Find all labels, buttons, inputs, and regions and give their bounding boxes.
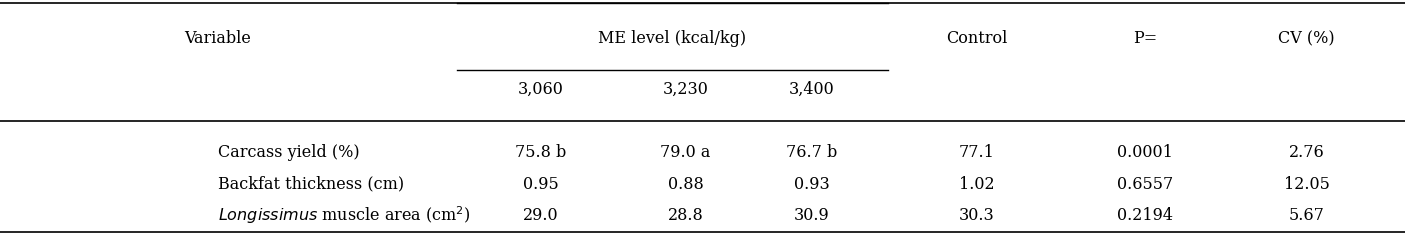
Text: 2.76: 2.76 (1288, 144, 1325, 161)
Text: Control: Control (946, 30, 1007, 47)
Text: 0.93: 0.93 (794, 176, 830, 192)
Text: 30.9: 30.9 (794, 207, 830, 224)
Text: 30.3: 30.3 (958, 207, 995, 224)
Text: 79.0 a: 79.0 a (660, 144, 711, 161)
Text: 0.0001: 0.0001 (1117, 144, 1173, 161)
Text: Backfat thickness (cm): Backfat thickness (cm) (218, 176, 403, 192)
Text: 5.67: 5.67 (1288, 207, 1325, 224)
Text: 1.02: 1.02 (958, 176, 995, 192)
Text: 76.7 b: 76.7 b (787, 144, 837, 161)
Text: CV (%): CV (%) (1279, 30, 1335, 47)
Text: 0.88: 0.88 (667, 176, 704, 192)
Text: 3,400: 3,400 (790, 81, 835, 98)
Text: 0.2194: 0.2194 (1117, 207, 1173, 224)
Text: 0.95: 0.95 (523, 176, 559, 192)
Text: 29.0: 29.0 (523, 207, 559, 224)
Text: 3,060: 3,060 (518, 81, 563, 98)
Text: Carcass yield (%): Carcass yield (%) (218, 144, 360, 161)
Text: P=: P= (1132, 30, 1158, 47)
Text: Variable: Variable (184, 30, 251, 47)
Text: 75.8 b: 75.8 b (516, 144, 566, 161)
Text: 0.6557: 0.6557 (1117, 176, 1173, 192)
Text: 3,230: 3,230 (663, 81, 708, 98)
Text: 77.1: 77.1 (958, 144, 995, 161)
Text: 12.05: 12.05 (1284, 176, 1329, 192)
Text: ME level (kcal/kg): ME level (kcal/kg) (599, 30, 746, 47)
Text: 28.8: 28.8 (667, 207, 704, 224)
Text: $\it{Longissimus}$ muscle area (cm$^2$): $\it{Longissimus}$ muscle area (cm$^2$) (218, 205, 471, 226)
